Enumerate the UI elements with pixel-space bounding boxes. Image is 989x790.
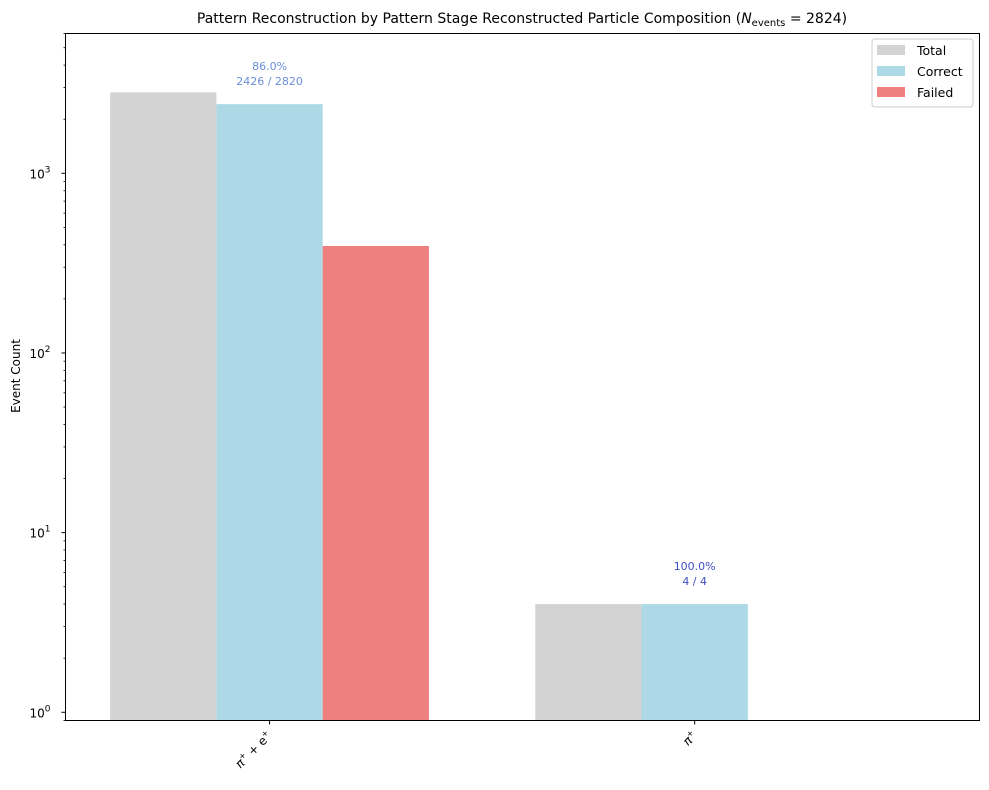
- annotations-layer: 86.0% 2426 / 2820 100.0% 4 / 4: [236, 60, 715, 588]
- legend-label-failed: Failed: [917, 85, 953, 100]
- bar-correct-1: [641, 604, 748, 721]
- x-tick-label-0: π+ + e+: [232, 728, 275, 771]
- bar-total-0: [110, 92, 217, 721]
- bar-failed-0: [322, 245, 429, 721]
- legend-swatch-failed: [877, 87, 905, 97]
- legend-label-total: Total: [916, 43, 946, 58]
- y-tick-label-2: 102: [29, 345, 50, 361]
- y-axis: 100 101 102 103: [29, 33, 66, 721]
- chart-title-n: N: [741, 11, 752, 27]
- y-tick-label-1: 101: [29, 525, 50, 541]
- legend-swatch-correct: [877, 66, 905, 76]
- bar-total-1: [535, 604, 642, 721]
- legend: Total Correct Failed: [871, 38, 974, 108]
- chart-title-n-value: = 2824): [785, 11, 847, 27]
- bar-correct-0: [216, 104, 323, 721]
- annotation-percent-1: 100.0%: [674, 560, 716, 573]
- y-tick-label-3: 103: [29, 165, 50, 181]
- chart-title-text: Pattern Reconstruction by Pattern Stage …: [197, 11, 741, 27]
- y-axis-label: Event Count: [9, 339, 23, 413]
- y-tick-label-0: 100: [29, 704, 50, 720]
- chart-title: Pattern Reconstruction by Pattern Stage …: [197, 11, 847, 29]
- plot-frame: [65, 33, 980, 721]
- bars-layer: [110, 92, 748, 721]
- chart-title-n-sub: events: [752, 18, 786, 29]
- legend-swatch-total: [877, 45, 905, 55]
- annotation-count-1: 4 / 4: [682, 575, 707, 588]
- annotation-percent-0: 86.0%: [252, 60, 287, 73]
- annotation-count-0: 2426 / 2820: [236, 75, 303, 88]
- x-tick-label-1: π+: [679, 728, 699, 748]
- legend-label-correct: Correct: [917, 64, 963, 79]
- x-axis: π+ + e+ π+: [232, 720, 699, 771]
